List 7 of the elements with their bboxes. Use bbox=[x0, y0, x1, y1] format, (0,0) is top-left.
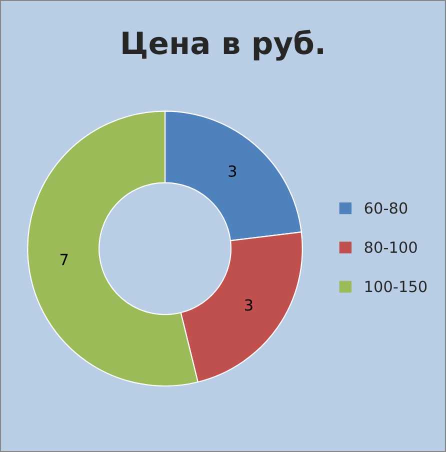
legend-label: 60-80 bbox=[364, 202, 408, 214]
data-label: 3 bbox=[228, 165, 236, 177]
data-label: 3 bbox=[244, 299, 252, 311]
data-label: 7 bbox=[60, 254, 68, 266]
chart-title: Цена в руб. bbox=[122, 30, 323, 61]
legend-label: 80-100 bbox=[364, 241, 417, 254]
legend-label: 100-150 bbox=[365, 280, 427, 292]
